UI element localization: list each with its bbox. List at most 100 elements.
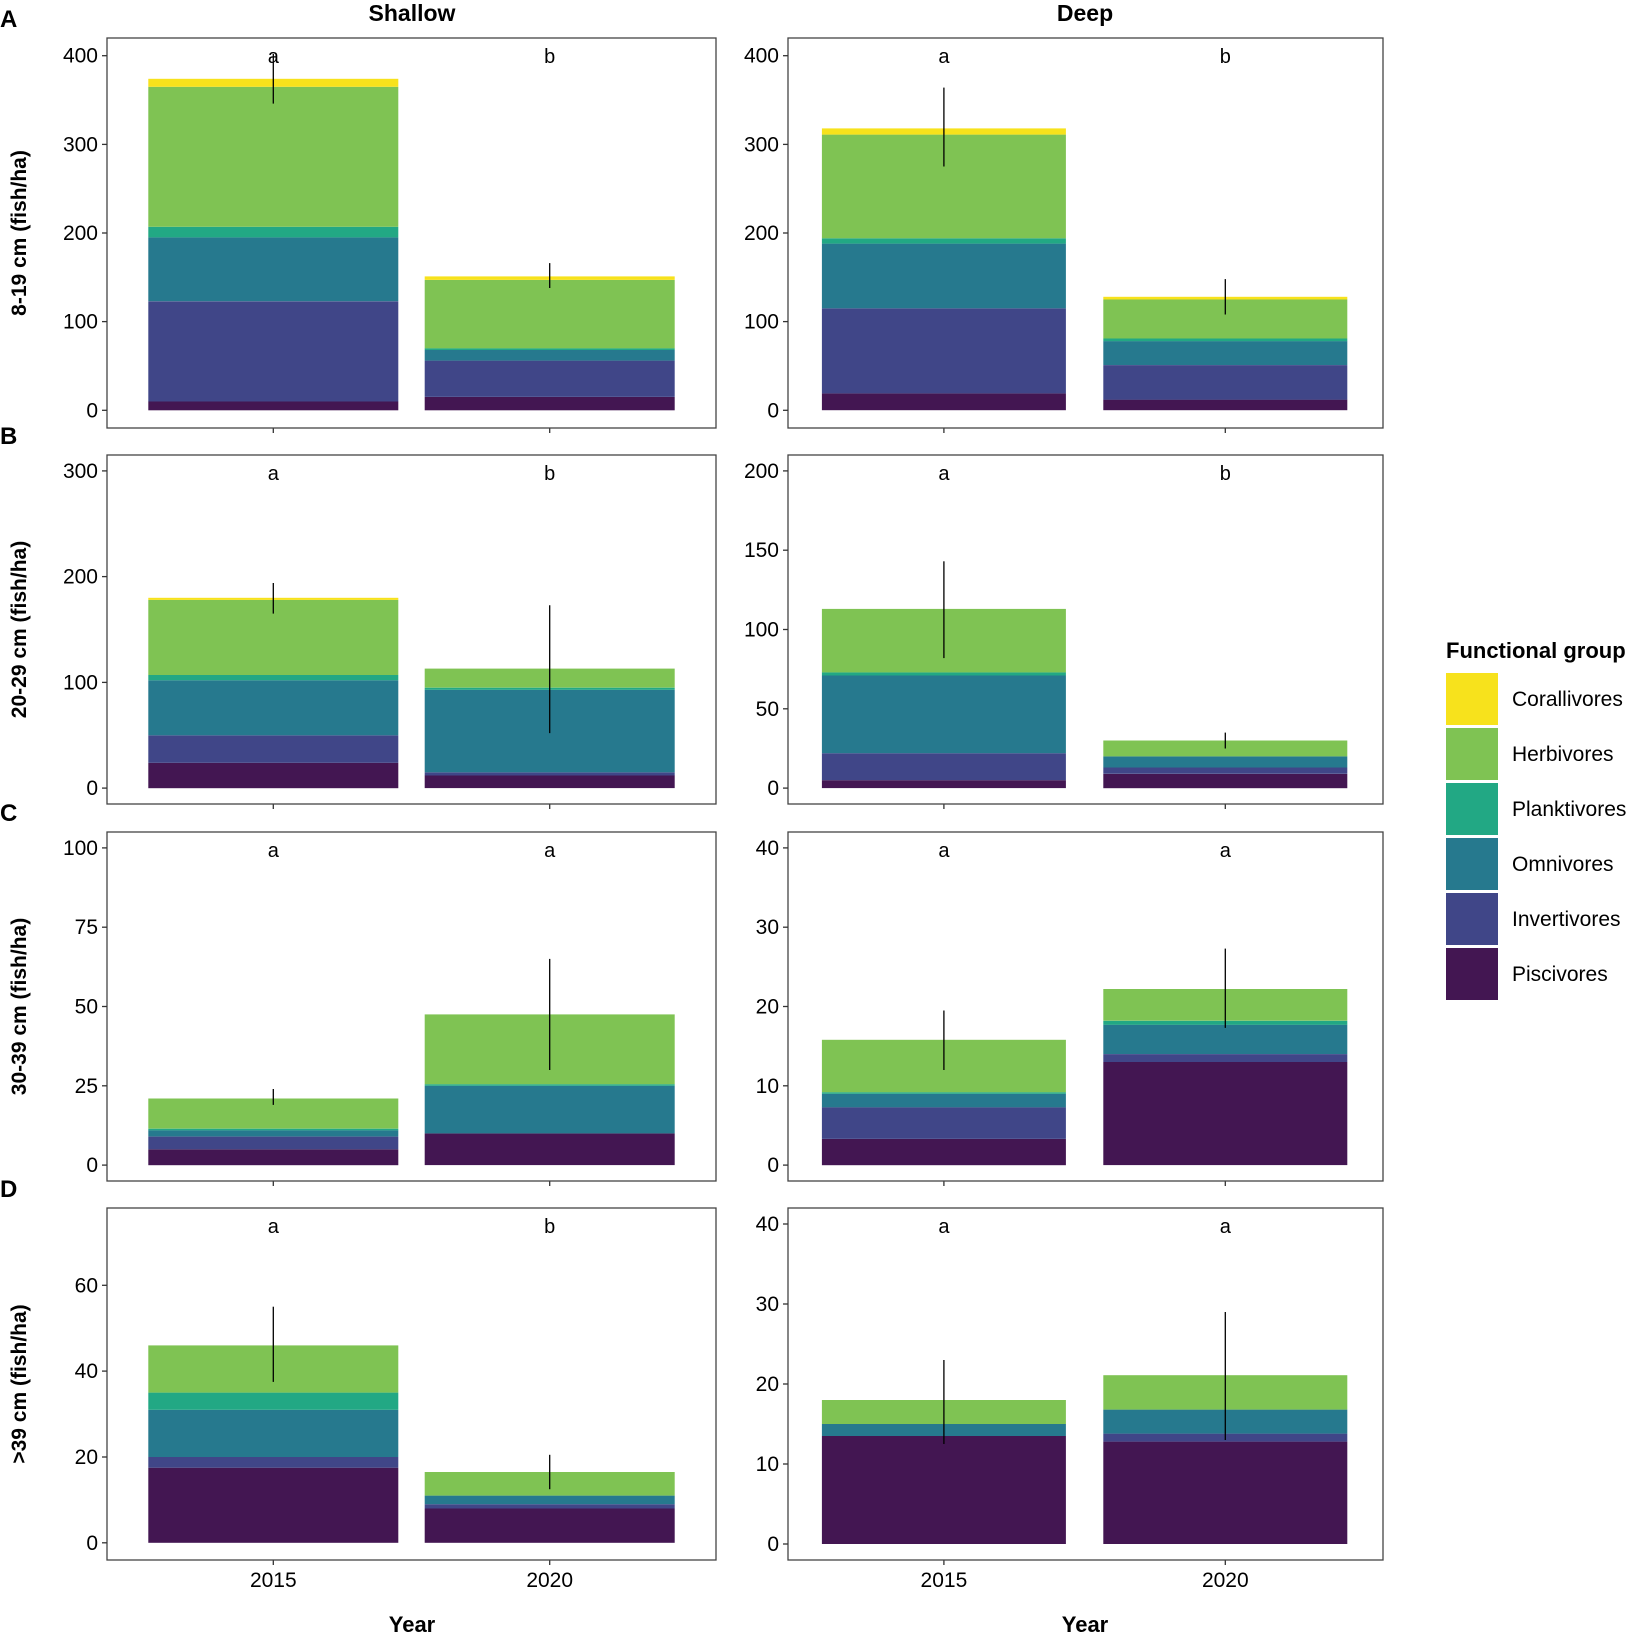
legend-label-piscivores: Piscivores (1512, 963, 1608, 986)
y-axis-label: 20-29 cm (fish/ha) (8, 541, 31, 718)
y-tick-label-10: 10 (756, 1453, 779, 1476)
bar-segment-invertivores-2015 (821, 308, 1066, 394)
legend-swatch-invertivores (1446, 893, 1498, 945)
y-tick-label-200: 200 (63, 566, 98, 589)
bar-segment-planktivores-2015 (821, 672, 1066, 676)
bar-segment-planktivores-2020 (424, 348, 675, 350)
bar-segment-piscivores-2020 (424, 397, 675, 411)
panel-border (106, 1207, 717, 1561)
bar-segment-invertivores-2015 (148, 735, 399, 763)
panel-7-deep-row-3: a 2015 a 2020 0 10 20 30 40 (756, 1207, 1384, 1592)
significance-letter-2015: a (938, 1216, 950, 1238)
y-tick-label-20: 20 (756, 1373, 779, 1396)
bar-segment-piscivores-2020 (424, 775, 675, 789)
y-tick-label-400: 400 (744, 45, 779, 68)
panel-letter-d: D (0, 1176, 17, 1203)
significance-letter-2015: a (938, 46, 950, 68)
bar-segment-planktivores-2015 (148, 1128, 399, 1131)
x-tick-label-2020: 2020 (1202, 1569, 1249, 1592)
panel-0-shallow-row-0: a b 0 100 200 300 400 8-19 cm (fish/ha) A (0, 6, 717, 433)
bar-segment-omnivores-2015 (148, 237, 399, 302)
bar-segment-invertivores-2020 (1103, 365, 1348, 400)
legend-label-planktivores: Planktivores (1512, 798, 1626, 821)
y-tick-label-0: 0 (86, 1532, 98, 1555)
significance-letter-2020: b (544, 1216, 555, 1238)
bar-segment-omnivores-2020 (1103, 1024, 1348, 1054)
bar-segment-piscivores-2015 (821, 1139, 1066, 1166)
bar-segment-omnivores-2015 (821, 243, 1066, 309)
y-tick-label-30: 30 (756, 1293, 779, 1316)
y-tick-label-200: 200 (744, 460, 779, 483)
panel-6-shallow-row-3: a 2015 b 2020 0 20 40 60 >39 cm (fish/ha) D (0, 1176, 717, 1592)
y-tick-label-0: 0 (767, 1533, 779, 1556)
bar-segment-omnivores-2020 (424, 350, 675, 361)
legend-label-omnivores: Omnivores (1512, 853, 1614, 876)
significance-letter-2015: a (268, 46, 280, 68)
panel-1-deep-row-0: a b 0 100 200 300 400 (744, 37, 1384, 433)
bar-segment-piscivores-2015 (148, 762, 399, 789)
significance-letter-2020: b (1220, 46, 1231, 68)
significance-letter-2020: a (544, 840, 556, 862)
panel-5-deep-row-2: a a 0 10 20 30 40 (756, 831, 1384, 1186)
bar-segment-planktivores-2015 (821, 1092, 1066, 1094)
y-tick-label-75: 75 (75, 916, 98, 939)
bar-segment-piscivores-2015 (821, 1436, 1066, 1544)
bar-segment-planktivores-2015 (821, 238, 1066, 244)
bar-segment-omnivores-2020 (424, 1495, 675, 1505)
y-tick-label-0: 0 (86, 399, 98, 422)
legend-label-corallivores: Corallivores (1512, 688, 1623, 711)
bar-segment-piscivores-2020 (1103, 1441, 1348, 1544)
bar-segment-piscivores-2015 (821, 780, 1066, 789)
y-tick-label-25: 25 (75, 1075, 98, 1098)
y-tick-label-150: 150 (744, 539, 779, 562)
y-tick-label-0: 0 (86, 1154, 98, 1177)
y-tick-label-50: 50 (75, 996, 98, 1019)
panel-letter-b: B (0, 423, 17, 450)
y-tick-label-100: 100 (744, 619, 779, 642)
panel-3-deep-row-1: a b 0 50 100 150 200 (744, 454, 1384, 809)
bar-segment-omnivores-2015 (821, 1093, 1066, 1108)
bar-segment-piscivores-2020 (424, 1508, 675, 1543)
legend-swatch-corallivores (1446, 673, 1498, 725)
significance-letter-2020: b (544, 463, 555, 485)
bar-segment-planktivores-2015 (148, 1392, 399, 1410)
significance-letter-2020: a (1220, 840, 1232, 862)
bar-segment-invertivores-2020 (1103, 1054, 1348, 1062)
significance-letter-2015: a (268, 840, 280, 862)
bar-segment-herbivores-2020 (424, 280, 675, 349)
bar-segment-omnivores-2015 (148, 680, 399, 736)
significance-letter-2015: a (938, 840, 950, 862)
column-titles: Shallow Deep (369, 0, 1114, 26)
y-tick-label-100: 100 (63, 311, 98, 334)
panel-2-shallow-row-1: a b 0 100 200 300 20-29 cm (fish/ha) B (0, 423, 717, 809)
y-tick-label-400: 400 (63, 45, 98, 68)
bar-segment-piscivores-2020 (1103, 1062, 1348, 1166)
panel-letter-a: A (0, 6, 17, 33)
significance-letter-2015: a (268, 1216, 280, 1238)
significance-letter-2020: a (1220, 1216, 1232, 1238)
x-tick-label-2015: 2015 (250, 1569, 297, 1592)
y-tick-label-200: 200 (63, 222, 98, 245)
bar-segment-piscivores-2020 (1103, 399, 1348, 411)
y-axis-label: 8-19 cm (fish/ha) (8, 150, 31, 316)
bar-segment-invertivores-2020 (424, 772, 675, 776)
significance-letter-2015: a (938, 463, 950, 485)
y-tick-label-10: 10 (756, 1075, 779, 1098)
significance-letter-2020: b (1220, 463, 1231, 485)
x-axis-title-shallow: Year (389, 1612, 436, 1635)
bar-segment-planktivores-2015 (148, 226, 399, 238)
y-tick-label-0: 0 (767, 399, 779, 422)
bar-segment-planktivores-2015 (148, 675, 399, 681)
legend-label-herbivores: Herbivores (1512, 743, 1614, 766)
y-tick-label-100: 100 (744, 311, 779, 334)
x-tick-label-2020: 2020 (526, 1569, 573, 1592)
panel-letter-c: C (0, 800, 17, 827)
bar-segment-omnivores-2015 (148, 1130, 399, 1137)
legend-swatch-omnivores (1446, 838, 1498, 890)
y-tick-label-0: 0 (86, 777, 98, 800)
bar-segment-piscivores-2015 (148, 1467, 399, 1543)
legend-label-invertivores: Invertivores (1512, 908, 1621, 931)
bar-segment-piscivores-2015 (821, 393, 1066, 411)
bar-segment-omnivores-2020 (1103, 756, 1348, 768)
bar-segment-herbivores-2015 (148, 86, 399, 227)
